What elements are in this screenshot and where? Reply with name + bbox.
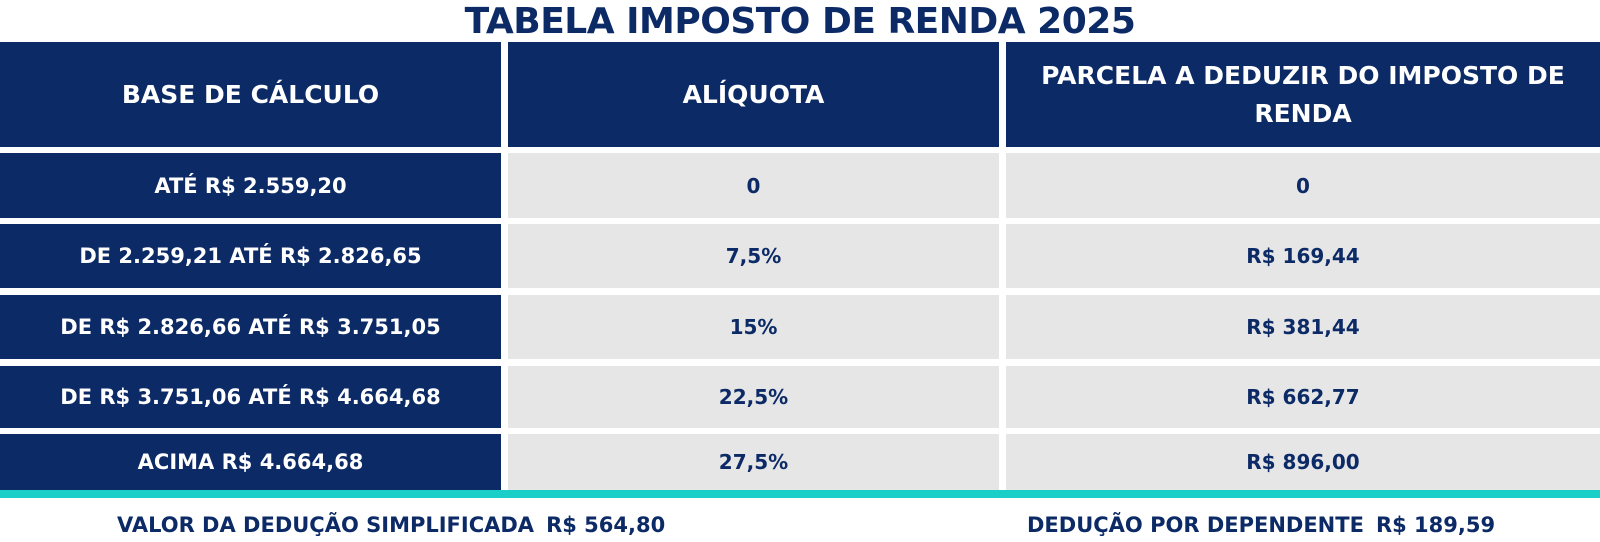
row-header: DE 2.259,21 ATÉ R$ 2.826,65 — [0, 224, 501, 288]
table-cell: R$ 169,44 — [1006, 224, 1600, 288]
footer-note: VALOR DA DEDUÇÃO SIMPLIFICADA R$ 564,80 — [117, 508, 677, 542]
footer-value: R$ 564,80 — [546, 513, 666, 537]
title: TABELA IMPOSTO DE RENDA 2025 — [464, 1, 1136, 42]
column-header: BASE DE CÁLCULO — [0, 42, 501, 147]
table-cell: 0 — [1006, 153, 1600, 218]
table-cell: 15% — [508, 295, 999, 359]
footer-value: R$ 189,59 — [1375, 513, 1496, 537]
accent-bar — [0, 490, 1600, 498]
footer-label: VALOR DA DEDUÇÃO SIMPLIFICADA — [117, 513, 535, 537]
table-cell: R$ 381,44 — [1006, 295, 1600, 359]
row-header: ATÉ R$ 2.559,20 — [0, 153, 501, 218]
row-header: DE R$ 3.751,06 ATÉ R$ 4.664,68 — [0, 366, 501, 428]
footer-label: DEDUÇÃO POR DEPENDENTE — [1027, 513, 1364, 537]
row-header: ACIMA R$ 4.664,68 — [0, 434, 501, 490]
footer-note: DEDUÇÃO POR DEPENDENTE R$ 189,59 — [1027, 508, 1507, 542]
column-header: ALÍQUOTA — [508, 42, 999, 147]
table-cell: 0 — [508, 153, 999, 218]
table-cell: 27,5% — [508, 434, 999, 490]
table-cell: R$ 662,77 — [1006, 366, 1600, 428]
table-cell: R$ 896,00 — [1006, 434, 1600, 490]
table-cell: 22,5% — [508, 366, 999, 428]
column-header: PARCELA A DEDUZIR DO IMPOSTO DE RENDA — [1006, 42, 1600, 147]
table-cell: 7,5% — [508, 224, 999, 288]
row-header: DE R$ 2.826,66 ATÉ R$ 3.751,05 — [0, 295, 501, 359]
